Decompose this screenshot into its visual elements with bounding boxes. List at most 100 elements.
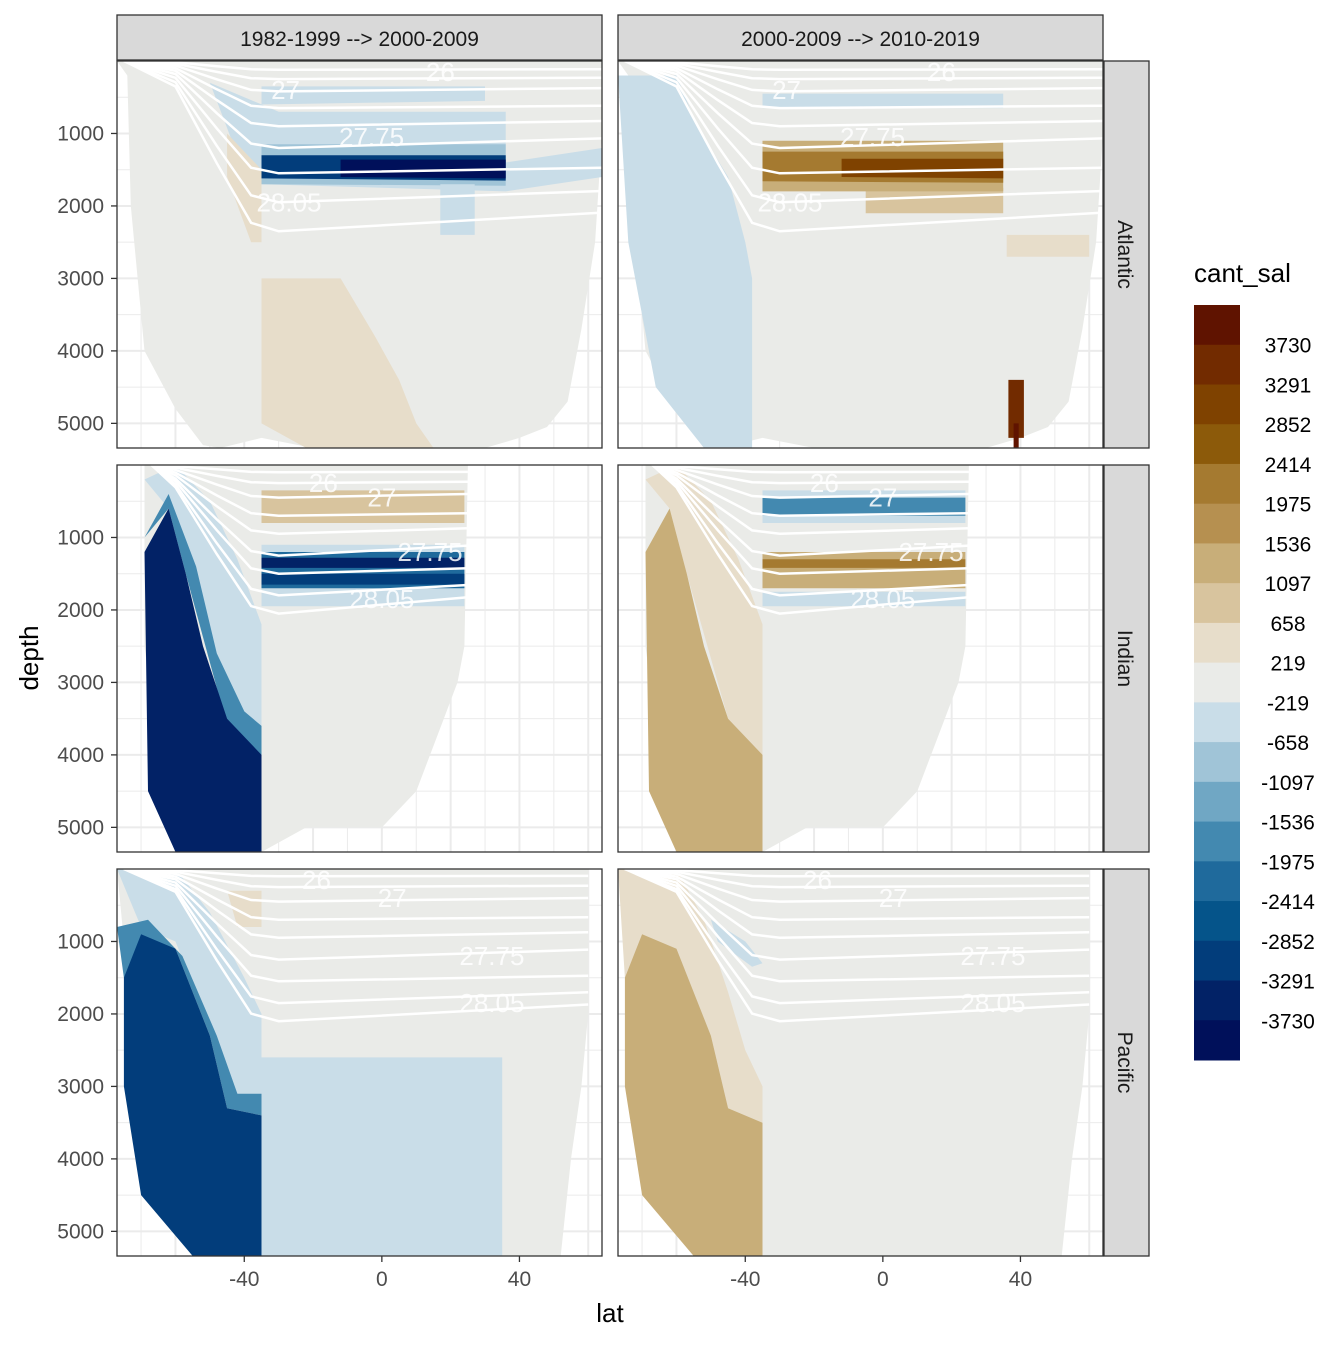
isopycnal-line (624, 869, 1090, 1005)
legend-break-label: 3730 (1265, 335, 1312, 358)
contour-region (1008, 379, 1024, 438)
legend-break-label: -3291 (1261, 971, 1315, 994)
isopycnal-label: 28.05 (757, 187, 822, 217)
isopycnal-label: 28.05 (850, 584, 915, 614)
contour-region (440, 184, 475, 235)
isopycnal-line (123, 61, 602, 233)
legend-break-label: -1097 (1261, 772, 1315, 795)
isopycnal-line (151, 465, 468, 485)
legend-color-bin (1194, 781, 1240, 823)
isopycnal-line (151, 465, 468, 517)
x-tick-label: 40 (1009, 1268, 1032, 1291)
contour-fills: 26 27 27.75 28.05 (618, 865, 1090, 1256)
legend-break-label: -1536 (1261, 812, 1315, 835)
isopycnal-label: 26 (803, 865, 832, 895)
isopycnal-line (123, 61, 602, 150)
contour-region (117, 869, 503, 1256)
isopycnal-label: 27.75 (459, 941, 524, 971)
isopycnal-line (624, 869, 1090, 983)
x-axis-title: lat (596, 1298, 624, 1328)
contour-region (261, 557, 465, 568)
contour-region (144, 508, 262, 852)
isopycnal-label: 27 (378, 883, 407, 913)
isopycnal-line (624, 61, 1103, 150)
legend-color-bin (1194, 384, 1240, 425)
facet-strip-column (617, 14, 1104, 61)
contour-region (645, 508, 763, 852)
isopycnal-line (123, 61, 602, 128)
legend-color-bin (1194, 1020, 1240, 1061)
legend-color-bin (1194, 940, 1240, 982)
legend-break-label: -1975 (1261, 851, 1315, 874)
isopycnal-line (150, 465, 468, 575)
isopycnal-line (651, 465, 970, 615)
isopycnal-line (624, 61, 1103, 81)
contour-region (762, 497, 966, 516)
y-tick-label: 1000 (57, 526, 104, 549)
isopycnal-line (624, 869, 1090, 961)
panel-border (116, 60, 603, 449)
panel-pacific-0: 26 27 27.75 28.05 (116, 865, 603, 1257)
legend-break-label: -658 (1267, 732, 1309, 755)
isopycnal-label: 27.75 (397, 537, 462, 567)
y-tick-label: 2000 (57, 1003, 104, 1026)
isopycnal-line (651, 465, 969, 575)
isopycnal-line (123, 869, 589, 940)
isopycnal-label: 26 (426, 57, 455, 87)
isopycnal-label: 28.05 (349, 584, 414, 614)
isopycnal-line (123, 61, 602, 110)
legend-break-label: -2414 (1261, 891, 1315, 914)
facet-strip-row (1103, 868, 1150, 1257)
isopycnal-line (624, 61, 1103, 175)
contour-region (841, 158, 1004, 179)
isopycnal-line (651, 465, 969, 557)
facet-strip-label: 2000-2009 --> 2010-2019 (741, 28, 980, 51)
isopycnal-line (624, 61, 1103, 110)
facet-strip-label: 1982-1999 --> 2000-2009 (240, 28, 479, 51)
y-axis-title: depth (14, 625, 44, 690)
legend-break-label: -219 (1267, 692, 1309, 715)
legend-color-bin (1194, 344, 1240, 385)
contour-fills: 26 27 27.75 28.05 (117, 57, 602, 448)
facet-strip-row (1103, 464, 1150, 853)
x-tick-label: 0 (877, 1268, 889, 1291)
isopycnal-label: 27 (772, 75, 801, 105)
isopycnal-label: 26 (309, 468, 338, 498)
isopycnal-line (123, 869, 589, 878)
contour-region (762, 559, 966, 568)
contour-region (261, 573, 465, 585)
contour-region (618, 75, 753, 448)
contour-region (1013, 423, 1019, 448)
isopycnal-line (624, 61, 1103, 204)
legend-break-label: -3730 (1261, 1010, 1315, 1033)
isopycnal-line (123, 61, 602, 204)
legend-color-bin (1194, 305, 1240, 346)
isopycnal-line (651, 465, 969, 597)
panel-border (617, 464, 1104, 853)
isopycnal-line (652, 465, 969, 474)
contour-region (261, 278, 434, 448)
legend-color-bin (1194, 861, 1240, 902)
panel-border (116, 868, 603, 1257)
legend-break-label: 2414 (1265, 454, 1312, 477)
isopycnal-line (150, 465, 468, 597)
isopycnal-line (123, 869, 589, 983)
y-tick-label: 4000 (57, 744, 104, 767)
contour-region (144, 494, 262, 763)
isopycnal-label: 26 (927, 57, 956, 87)
panel-atlantic-0: 26 27 27.75 28.05 (116, 57, 603, 449)
isopycnal-label: 27 (367, 483, 396, 513)
isopycnal-line (123, 61, 602, 175)
y-tick-label: 1000 (57, 122, 104, 145)
isopycnal-label: 27.75 (339, 122, 404, 152)
x-tick-label: 40 (508, 1268, 531, 1291)
isopycnal-line (150, 465, 468, 536)
contour-fills: 26 27 27.75 28.05 (618, 57, 1103, 448)
contour-region (865, 187, 1004, 214)
isopycnal-label: 26 (302, 865, 331, 895)
legend-break-label: 219 (1270, 653, 1305, 676)
legend-break-label: 3291 (1265, 374, 1312, 397)
isopycnal-line (151, 465, 468, 474)
isopycnal-line (123, 869, 589, 889)
